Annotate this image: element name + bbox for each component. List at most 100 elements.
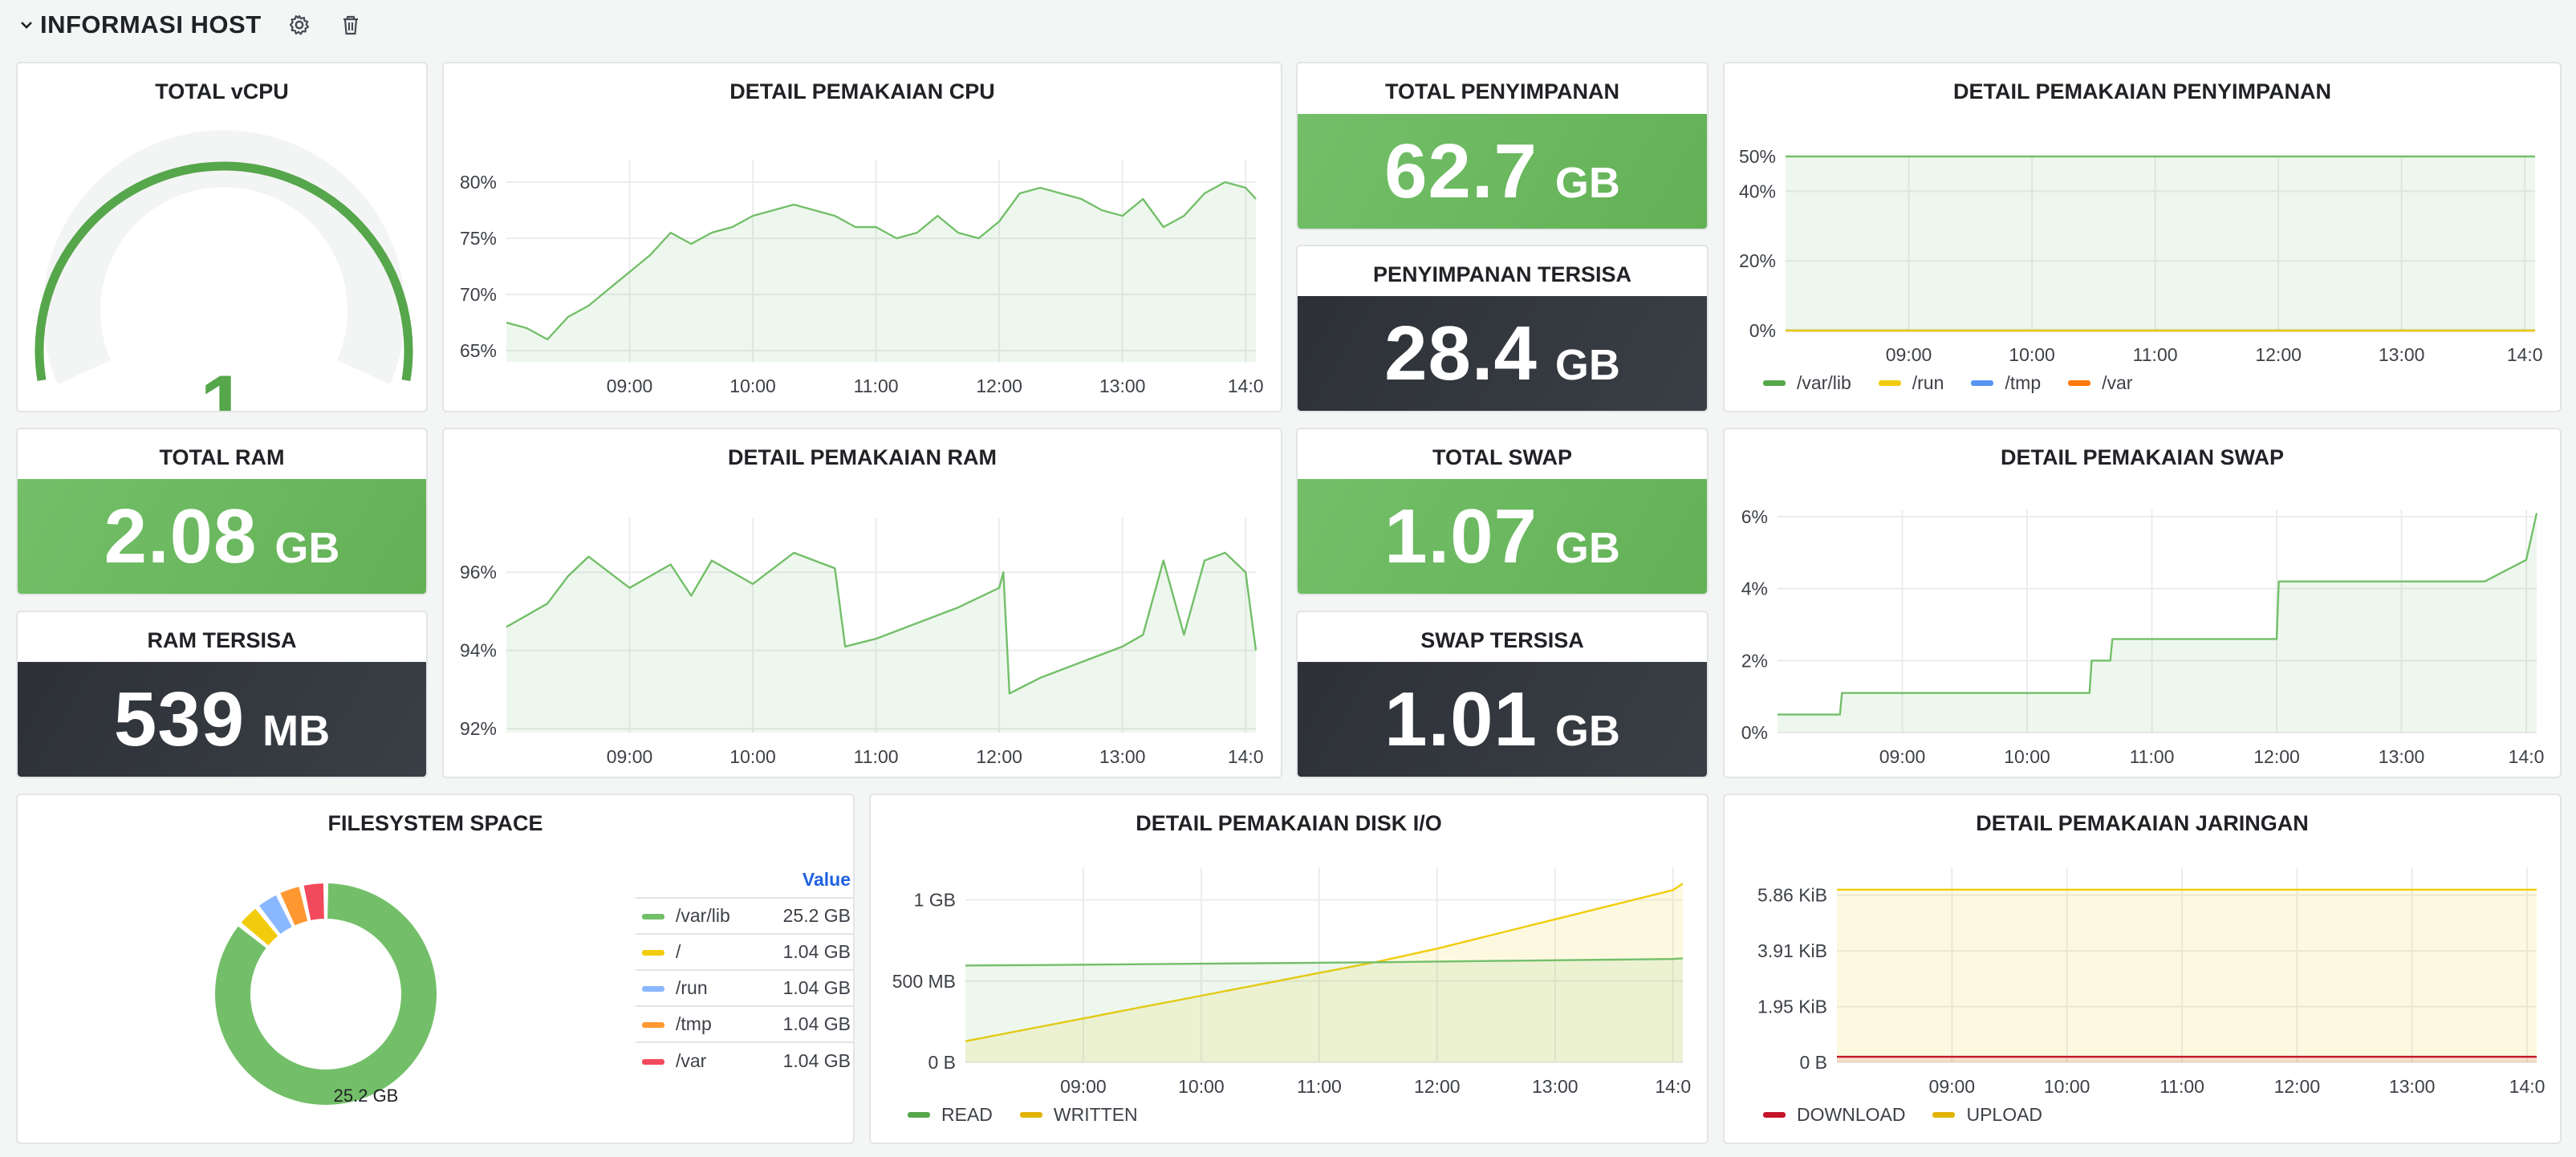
swap-chart: 09:00 10:00 11:00 12:00 13:00 14:0 0% 2% 4% 6% (1741, 506, 2545, 767)
panel-storage-left[interactable]: PENYIMPANAN TERSISA 28.4 GB (1296, 245, 1709, 412)
color-swatch (642, 1022, 664, 1029)
table-row[interactable]: /tmp 1.04 GB (636, 1005, 853, 1042)
x-tick-label: 12:00 (976, 746, 1022, 767)
color-swatch (642, 986, 664, 993)
x-tick-label: 11:00 (854, 376, 899, 396)
legend-label: WRITTEN (1053, 1104, 1138, 1125)
color-swatch (642, 914, 664, 920)
panel-ram-left[interactable]: RAM TERSISA 539 MB (16, 611, 428, 778)
table-row[interactable]: /run 1.04 GB (636, 969, 853, 1006)
legend-item[interactable]: DOWNLOAD (1763, 1104, 1905, 1126)
legend-label: /var/lib (1797, 372, 1851, 393)
stat-unit: GB (1554, 158, 1620, 207)
legend-item[interactable]: /tmp (1971, 372, 2041, 394)
series-line (965, 957, 1684, 967)
filesystem-name: /var (636, 1041, 760, 1078)
series-area (1778, 513, 2537, 733)
stat-value: 62.7 GB (1384, 128, 1620, 216)
y-tick-label: 0 B (928, 1052, 956, 1073)
color-swatch (642, 950, 664, 956)
stat-box: 539 MB (18, 662, 426, 777)
panel-total-vcpu[interactable]: TOTAL vCPU 1 (16, 62, 428, 412)
panel-disk-io[interactable]: DETAIL PEMAKAIAN DISK I/O 09:00 10:00 11:0… (869, 794, 1709, 1144)
filesystem-name: /var/lib (636, 897, 760, 934)
legend-item[interactable]: UPLOAD (1932, 1104, 2042, 1126)
y-tick-label: 4% (1741, 578, 1768, 599)
panel-total-storage[interactable]: TOTAL PENYIMPANAN 62.7 GB (1296, 62, 1709, 230)
y-tick-label: 0% (1741, 722, 1768, 743)
panel-title: TOTAL RAM (159, 445, 285, 469)
panel-ram[interactable]: DETAIL PEMAKAIAN RAM 09:00 10:00 11:00 12:0… (442, 428, 1282, 778)
panel-network[interactable]: DETAIL PEMAKAIAN JARINGAN 09:00 10:00 11:0… (1723, 794, 2562, 1144)
panel-swap-left[interactable]: SWAP TERSISA 1.01 GB (1296, 611, 1709, 778)
legend-item[interactable]: WRITTEN (1019, 1104, 1138, 1126)
series-line (506, 551, 1258, 695)
x-tick-label: 09:00 (607, 376, 653, 396)
x-tick-label: 13:00 (1099, 746, 1146, 767)
legend-label: READ (941, 1104, 993, 1125)
gauge: 1 (35, 130, 413, 412)
table-row[interactable]: / 1.04 GB (636, 933, 853, 970)
legend-item[interactable]: /run (1878, 372, 1944, 394)
x-tick-label: 10:00 (2009, 344, 2055, 365)
panel-title: PENYIMPANAN TERSISA (1372, 262, 1632, 286)
panel-title: FILESYSTEM SPACE (327, 811, 543, 835)
filesystem-value: 25.2 GB (759, 897, 853, 934)
panel-cpu[interactable]: DETAIL PEMAKAIAN CPU 09:00 10:00 11:00 12:0… (442, 62, 1282, 412)
panel-total-swap[interactable]: TOTAL SWAP 1.07 GB (1296, 428, 1709, 595)
legend: /var/lib /run /tmp /var (1763, 372, 2160, 394)
value-column-header[interactable]: Value (802, 869, 851, 890)
gauge-value: 1 (200, 359, 246, 412)
panel-title: DETAIL PEMAKAIAN DISK I/O (1136, 811, 1442, 835)
y-tick-label: 0% (1749, 320, 1776, 341)
donut-slice (241, 908, 278, 946)
donut-slice (303, 883, 324, 920)
ram-chart: 09:00 10:00 11:00 12:00 13:00 14:0 92% 94% 96% (460, 518, 1264, 767)
stat-unit: GB (1554, 523, 1620, 572)
stat-box: 28.4 GB (1298, 296, 1707, 411)
y-tick-label: 50% (1739, 146, 1776, 167)
stat-number: 28.4 (1384, 310, 1538, 396)
legend-item[interactable]: READ (908, 1104, 993, 1126)
panel-title: RAM TERSISA (147, 628, 297, 652)
x-tick-label: 14:0 (1228, 376, 1264, 396)
gear-icon[interactable] (286, 11, 313, 39)
stat-number: 2.08 (104, 493, 258, 579)
filesystem-name: / (636, 933, 760, 970)
x-tick-label: 10:00 (729, 376, 776, 396)
panel-storage[interactable]: DETAIL PEMAKAIAN PENYIMPANAN 09:00 10:00 1… (1723, 62, 2562, 412)
panel-filesystem[interactable]: FILESYSTEM SPACE 25.2 GB Value /var/lib 2… (16, 794, 855, 1144)
panel-title: SWAP TERSISA (1420, 628, 1584, 652)
stat-number: 62.7 (1384, 128, 1538, 214)
legend: READ WRITTEN (908, 1104, 1165, 1126)
legend-item[interactable]: /var (2068, 372, 2132, 394)
trash-icon[interactable] (337, 11, 364, 39)
row-header: INFORMASI HOST (0, 0, 2576, 50)
panel-total-ram[interactable]: TOTAL RAM 2.08 GB (16, 428, 428, 595)
x-tick-label: 11:00 (854, 746, 899, 767)
legend-item[interactable]: /var/lib (1763, 372, 1851, 394)
filesystem-label: / (676, 941, 681, 962)
table-row[interactable]: /var 1.04 GB (636, 1041, 853, 1078)
x-tick-label: 13:00 (1532, 1076, 1579, 1097)
x-tick-label: 11:00 (2133, 344, 2178, 365)
table-row[interactable]: /var/lib 25.2 GB (636, 897, 853, 934)
filesystem-name: /run (636, 969, 760, 1006)
x-tick-label: 14:0 (1228, 746, 1264, 767)
chevron-down-icon[interactable] (18, 16, 35, 34)
filesystem-label: /var/lib (676, 905, 730, 926)
stat-box: 62.7 GB (1298, 114, 1707, 229)
panel-swap[interactable]: DETAIL PEMAKAIAN SWAP 09:00 10:00 11:00 12:… (1723, 428, 2562, 778)
stat-value: 2.08 GB (104, 493, 340, 581)
color-swatch (642, 1058, 664, 1065)
stat-number: 1.07 (1384, 493, 1538, 579)
series-area (1786, 156, 2535, 331)
legend-label: DOWNLOAD (1797, 1104, 1906, 1125)
panel-title: TOTAL SWAP (1432, 445, 1572, 469)
row-title[interactable]: INFORMASI HOST (40, 10, 262, 39)
x-tick-label: 13:00 (2389, 1076, 2436, 1097)
x-tick-label: 14:0 (2507, 344, 2543, 365)
y-tick-label: 6% (1741, 506, 1768, 527)
panel-title: DETAIL PEMAKAIAN PENYIMPANAN (1952, 79, 2332, 104)
panel-title: DETAIL PEMAKAIAN SWAP (2000, 445, 2285, 469)
